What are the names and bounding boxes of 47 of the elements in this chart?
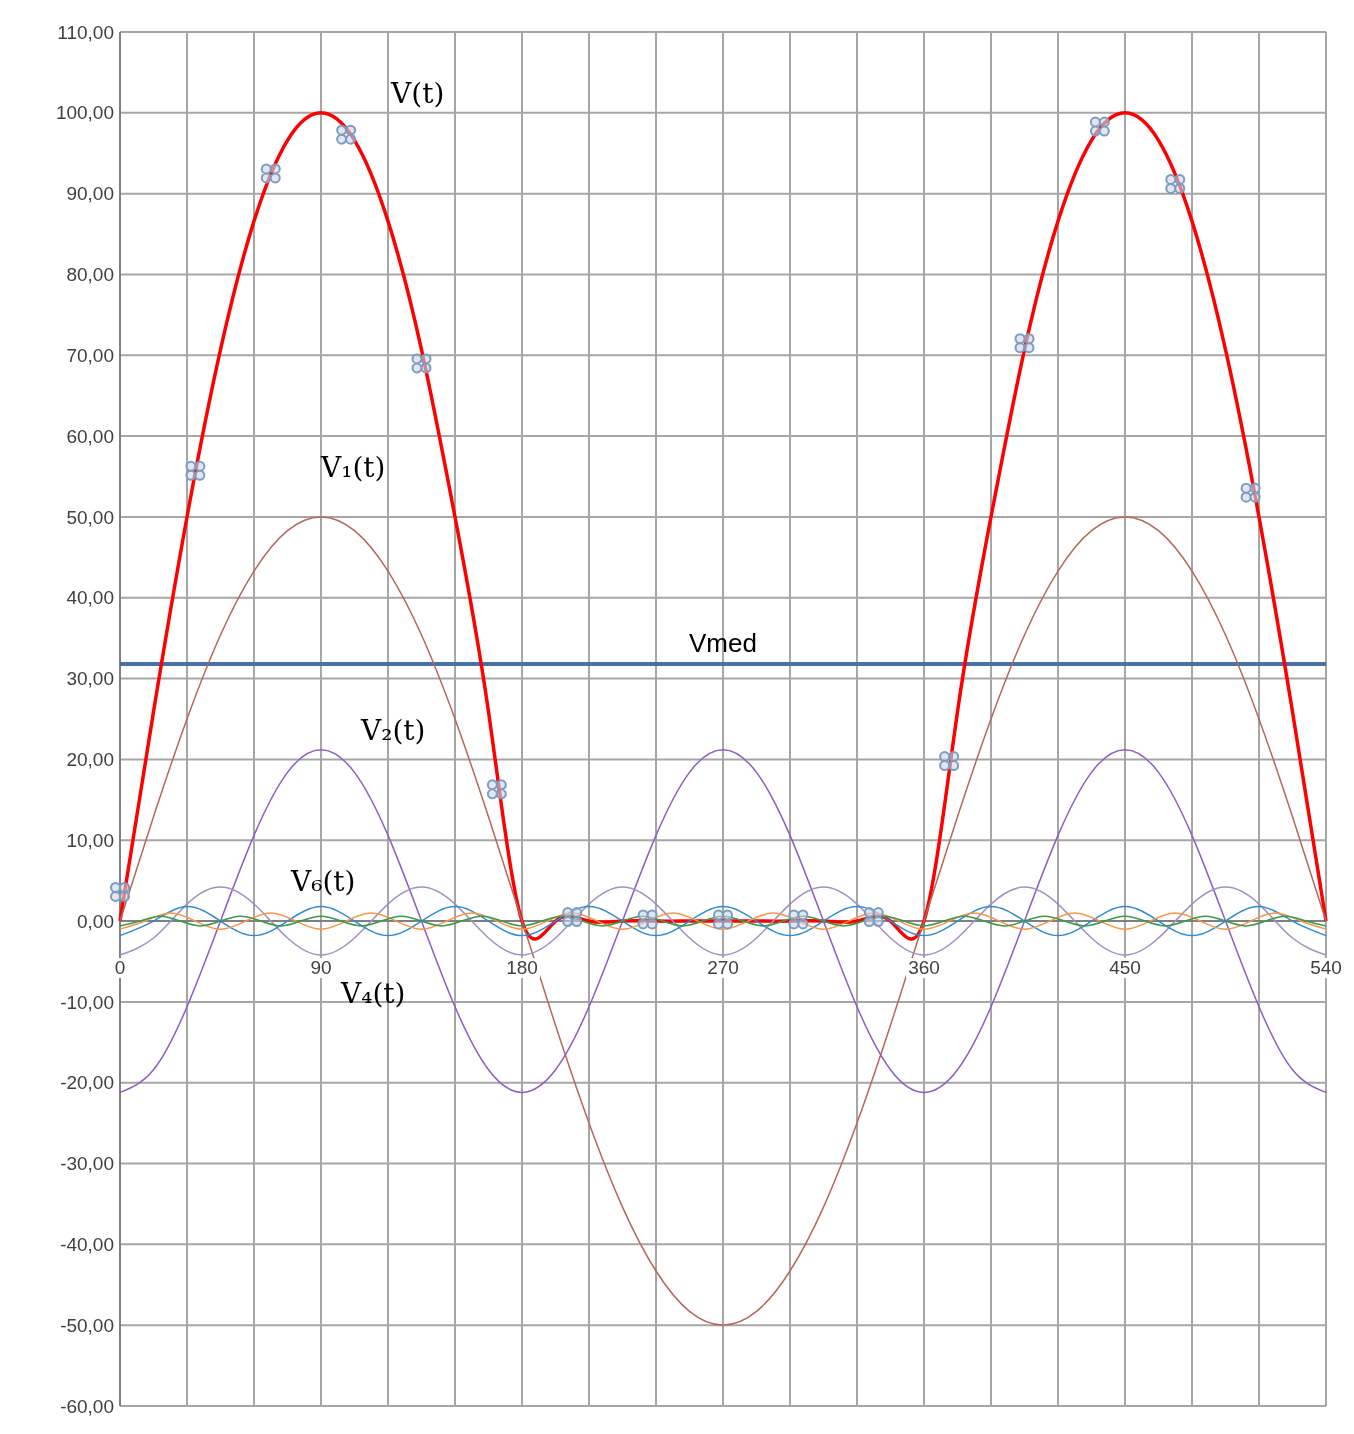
x-tick-label: 180 — [506, 957, 538, 979]
series-label: V(t) — [390, 76, 445, 110]
point — [562, 907, 583, 927]
y-tick-label: 0,00 — [77, 910, 114, 932]
y-tick-label: 20,00 — [66, 749, 114, 771]
series-label: V₁(t) — [320, 450, 386, 484]
y-tick-label: 70,00 — [66, 344, 114, 366]
x-tick-label: 540 — [1310, 957, 1342, 979]
ref-line-label: Vmed — [689, 628, 757, 659]
y-tick-label: -40,00 — [60, 1234, 114, 1255]
point — [1014, 333, 1035, 354]
x-tick-label: 360 — [908, 957, 940, 979]
y-tick-label: 40,00 — [66, 587, 114, 609]
point — [788, 909, 809, 930]
x-tick-label: 270 — [707, 957, 739, 979]
x-tick-label: 90 — [310, 957, 332, 979]
point — [863, 907, 884, 927]
y-tick-label: 90,00 — [66, 183, 114, 205]
y-tick-label: -50,00 — [60, 1314, 114, 1336]
y-tick-label: -30,00 — [60, 1153, 114, 1175]
y-tick-label: 10,00 — [66, 829, 114, 851]
point — [1165, 173, 1186, 194]
x-tick-label: 0 — [114, 957, 126, 979]
point — [637, 909, 658, 930]
point — [260, 163, 281, 184]
y-tick-label: 110,00 — [57, 21, 114, 43]
series-label: V₂(t) — [360, 713, 426, 747]
series-label: V₄(t) — [340, 977, 406, 1010]
point — [1240, 482, 1261, 503]
y-tick-label: 30,00 — [66, 668, 114, 690]
point — [411, 353, 432, 374]
point — [110, 881, 130, 902]
x-tick-label: 450 — [1109, 957, 1141, 979]
y-tick-label: 50,00 — [66, 506, 114, 528]
point — [713, 909, 733, 930]
y-tick-label: -60,00 — [60, 1395, 114, 1417]
point — [486, 779, 507, 800]
point — [185, 460, 206, 481]
y-tick-label: 60,00 — [66, 425, 114, 447]
y-tick-label: 100,00 — [55, 102, 114, 124]
series-label: V₆(t) — [290, 864, 356, 898]
y-tick-label: -20,00 — [60, 1072, 114, 1094]
point — [1089, 116, 1110, 137]
point — [336, 124, 357, 145]
point — [939, 751, 960, 772]
y-tick-label: -10,00 — [60, 991, 114, 1013]
y-tick-label: 80,00 — [66, 264, 114, 286]
